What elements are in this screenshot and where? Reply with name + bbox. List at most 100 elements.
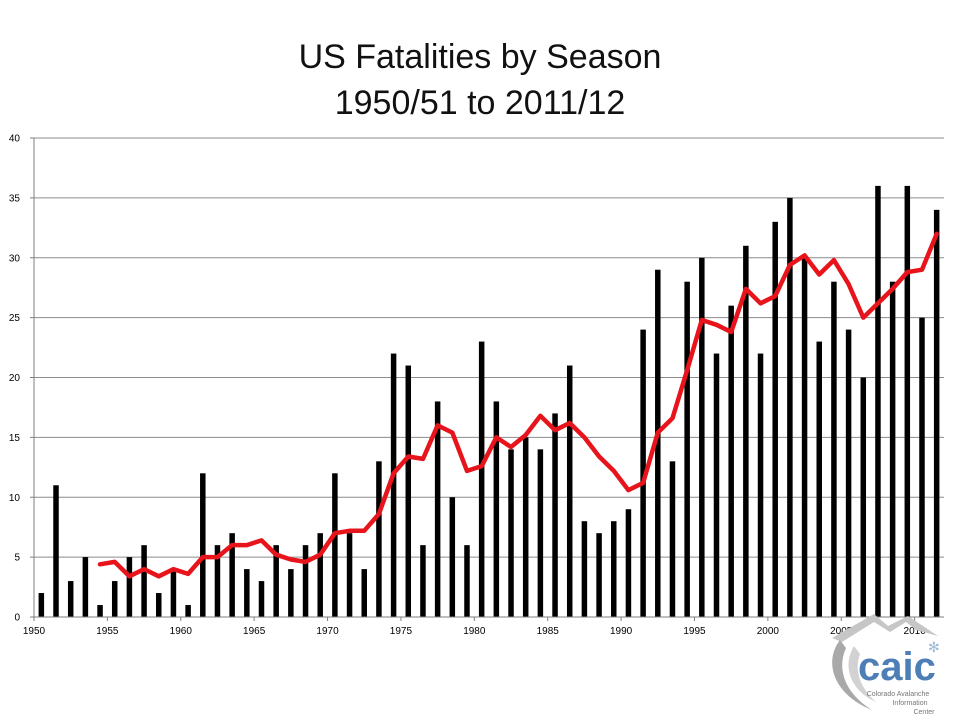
bar bbox=[552, 413, 558, 617]
y-tick-label: 10 bbox=[9, 493, 21, 504]
bar bbox=[229, 533, 235, 617]
bar bbox=[919, 317, 925, 617]
bar bbox=[522, 437, 529, 617]
y-tick-label: 15 bbox=[9, 433, 21, 444]
logo-tagline-2: Information bbox=[892, 700, 927, 707]
bar bbox=[625, 509, 632, 617]
y-tick-label: 0 bbox=[14, 613, 20, 624]
bar bbox=[405, 365, 412, 617]
bar bbox=[904, 185, 911, 617]
x-tick-label: 1950 bbox=[23, 626, 46, 637]
subtitle-line: 1950/51 to 2011/12 bbox=[334, 84, 626, 122]
bar bbox=[82, 557, 89, 617]
bar bbox=[376, 461, 382, 617]
y-tick-label: 35 bbox=[9, 193, 21, 204]
bar bbox=[845, 329, 852, 617]
bar bbox=[581, 521, 588, 617]
bar bbox=[67, 581, 74, 617]
swoosh-shape bbox=[848, 646, 876, 702]
bar bbox=[669, 461, 676, 617]
bar bbox=[170, 569, 177, 617]
title-line: US Fatalities by Season bbox=[298, 38, 662, 76]
y-tick-label: 30 bbox=[9, 253, 21, 264]
bar bbox=[537, 449, 544, 617]
y-tick-label: 40 bbox=[9, 134, 21, 145]
bar bbox=[214, 545, 221, 617]
bar bbox=[156, 593, 162, 617]
series-line bbox=[97, 231, 939, 579]
bar bbox=[390, 353, 397, 617]
x-tick-label: 1980 bbox=[463, 626, 486, 637]
y-tick-label: 20 bbox=[9, 373, 21, 384]
bar bbox=[508, 449, 514, 617]
caic-logo: caic ✻ Colorado Avalanche Information Ce… bbox=[832, 614, 940, 716]
bar bbox=[420, 545, 426, 617]
bar bbox=[317, 533, 323, 617]
bar bbox=[816, 341, 822, 617]
bar bbox=[831, 281, 837, 617]
bar bbox=[933, 209, 940, 617]
bar bbox=[273, 545, 279, 617]
x-tick-label: 2005 bbox=[830, 626, 853, 637]
bar bbox=[772, 221, 778, 617]
bar bbox=[566, 365, 573, 617]
bar bbox=[655, 269, 661, 617]
y-tick-label: 25 bbox=[9, 313, 21, 324]
x-tick-labels: 1950 1955 1960 1965 1970 1975 1980 1985 1990 1995… bbox=[23, 617, 926, 637]
bar bbox=[302, 545, 309, 617]
x-tick-label: 1990 bbox=[610, 626, 633, 637]
grid-lines bbox=[34, 137, 944, 558]
x-tick-label: 1975 bbox=[390, 626, 413, 637]
bar bbox=[713, 353, 720, 617]
logo-wordmark: caic bbox=[858, 645, 936, 689]
bar bbox=[97, 605, 103, 617]
bar bbox=[346, 533, 353, 617]
bar bbox=[493, 401, 500, 617]
logo-tagline-1: Colorado Avalanche bbox=[867, 691, 930, 698]
bar bbox=[728, 305, 734, 617]
x-tick-label: 1955 bbox=[96, 626, 119, 637]
bar bbox=[787, 197, 793, 617]
snowflake-icon: ✻ bbox=[928, 639, 940, 655]
bar bbox=[699, 257, 705, 617]
bar bbox=[361, 569, 367, 617]
bar bbox=[258, 581, 265, 617]
x-tick-label: 1960 bbox=[170, 626, 193, 637]
bar bbox=[875, 185, 881, 617]
bar bbox=[200, 473, 206, 617]
bar bbox=[596, 533, 602, 617]
bar bbox=[860, 377, 867, 617]
logo-tagline-3: Center bbox=[913, 709, 935, 716]
bar bbox=[449, 497, 456, 617]
mountain-outline bbox=[832, 614, 938, 642]
bar bbox=[244, 569, 250, 617]
bar bbox=[640, 329, 646, 617]
bar bbox=[464, 545, 470, 617]
bar bbox=[185, 605, 191, 617]
x-tick-label: 1995 bbox=[683, 626, 706, 637]
swoosh-shape bbox=[832, 640, 872, 710]
moving-average bbox=[97, 231, 939, 579]
chart-title: US Fatalities by Season 1950/51 to 2011/… bbox=[0, 34, 960, 126]
bar bbox=[332, 473, 338, 617]
y-tick-labels: 0 5 10 15 20 25 30 35 40 bbox=[9, 134, 34, 624]
bar bbox=[611, 521, 617, 617]
bar bbox=[434, 401, 441, 617]
bar bbox=[757, 353, 764, 617]
bar bbox=[743, 245, 749, 617]
bar bbox=[684, 281, 690, 617]
x-tick-label: 1985 bbox=[537, 626, 560, 637]
x-tick-label: 2000 bbox=[757, 626, 780, 637]
bar bbox=[141, 545, 147, 617]
x-tick-label: 1965 bbox=[243, 626, 266, 637]
x-tick-label: 2010 bbox=[904, 626, 927, 637]
bar bbox=[38, 593, 45, 617]
y-tick-label: 5 bbox=[14, 553, 20, 564]
bar bbox=[288, 569, 294, 617]
bar bbox=[126, 557, 133, 617]
bar bbox=[478, 341, 485, 617]
bars bbox=[38, 185, 940, 617]
bar bbox=[801, 257, 808, 617]
bar bbox=[53, 485, 59, 617]
